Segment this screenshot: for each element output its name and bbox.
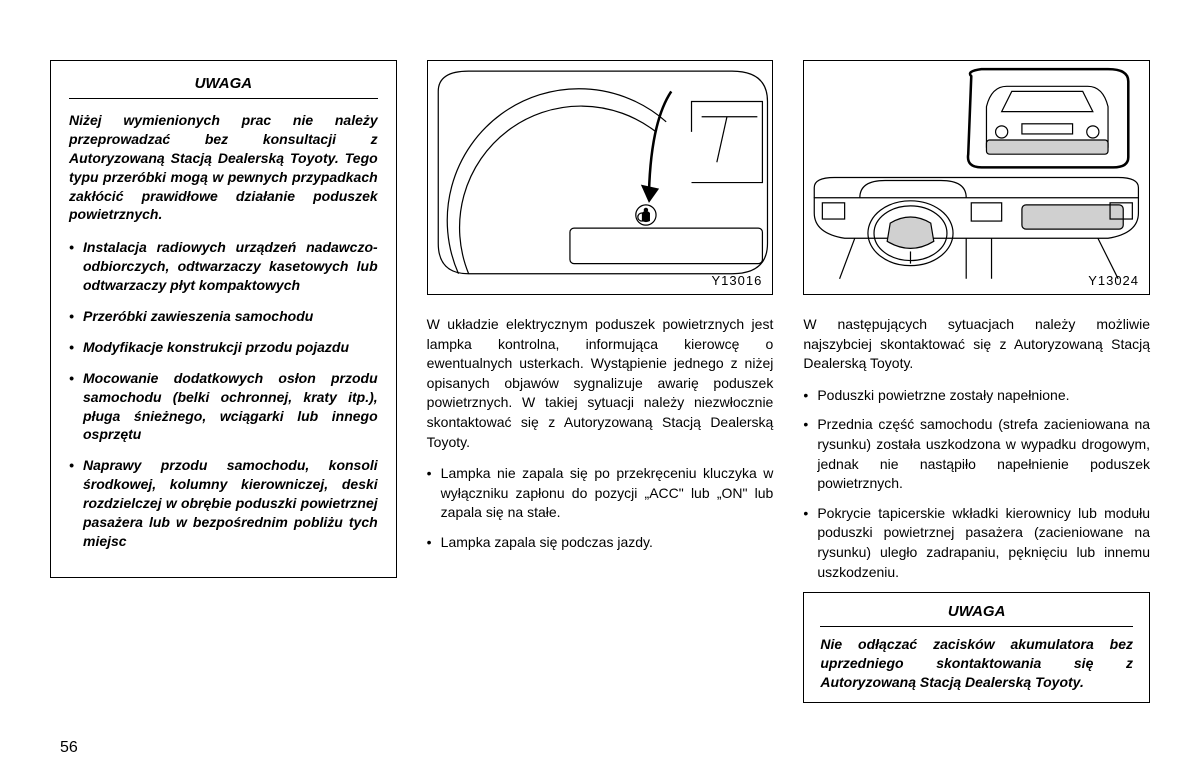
warning-lead-text: Niżej wymienionych prac nie należy przep… — [69, 111, 378, 224]
cluster-diagram-icon — [428, 61, 773, 294]
body-paragraph: W następujących sytuacjach należy możliw… — [803, 315, 1150, 374]
warning-list: Instalacja radiowych urządzeń nadawczo-o… — [69, 238, 378, 550]
figure-label: Y13016 — [712, 273, 763, 288]
figure-dashboard-airbags: Y13024 — [803, 60, 1150, 295]
body-paragraph: W układzie elektrycznym poduszek powietr… — [427, 315, 774, 452]
list-item: Lampka zapala się podczas jazdy. — [427, 533, 774, 553]
figure-instrument-cluster: Y13016 — [427, 60, 774, 295]
list-item: Lampka nie zapala się po przekręceniu kl… — [427, 464, 774, 523]
column-3: Y13024 W następujących sytuacjach należy… — [803, 60, 1150, 700]
symptom-list: Lampka nie zapala się po przekręceniu kl… — [427, 464, 774, 562]
column-1: UWAGA Niżej wymienionych prac nie należy… — [50, 60, 397, 700]
dashboard-diagram-icon — [804, 61, 1149, 294]
warning-box-2: UWAGA Nie odłączać zacisków akumulatora … — [803, 592, 1150, 703]
warning-text: Nie odłączać zacisków akumulatora bez up… — [820, 635, 1133, 692]
warning-item: Naprawy przodu samochodu, konsoli środko… — [69, 456, 378, 550]
list-item: Poduszki powietrzne zostały napełnione. — [803, 386, 1150, 406]
list-item: Przednia część samochodu (strefa zacieni… — [803, 415, 1150, 493]
page-content: UWAGA Niżej wymienionych prac nie należy… — [50, 60, 1150, 700]
warning-title: UWAGA — [820, 603, 1133, 627]
page-number: 56 — [60, 739, 78, 757]
figure-label: Y13024 — [1088, 273, 1139, 288]
warning-item: Przeróbki zawieszenia samochodu — [69, 307, 378, 326]
list-item: Pokrycie tapicerskie wkładki kierownicy … — [803, 504, 1150, 582]
warning-title: UWAGA — [69, 75, 378, 99]
warning-item: Modyfikacje konstrukcji przodu pojazdu — [69, 338, 378, 357]
situation-list: Poduszki powietrzne zostały napełnione. … — [803, 386, 1150, 592]
warning-item: Mocowanie dodatkowych osłon przodu samoc… — [69, 369, 378, 445]
warning-item: Instalacja radiowych urządzeń nadawczo-o… — [69, 238, 378, 295]
warning-box-1: UWAGA Niżej wymienionych prac nie należy… — [50, 60, 397, 578]
column-2: Y13016 W układzie elektrycznym poduszek … — [427, 60, 774, 700]
